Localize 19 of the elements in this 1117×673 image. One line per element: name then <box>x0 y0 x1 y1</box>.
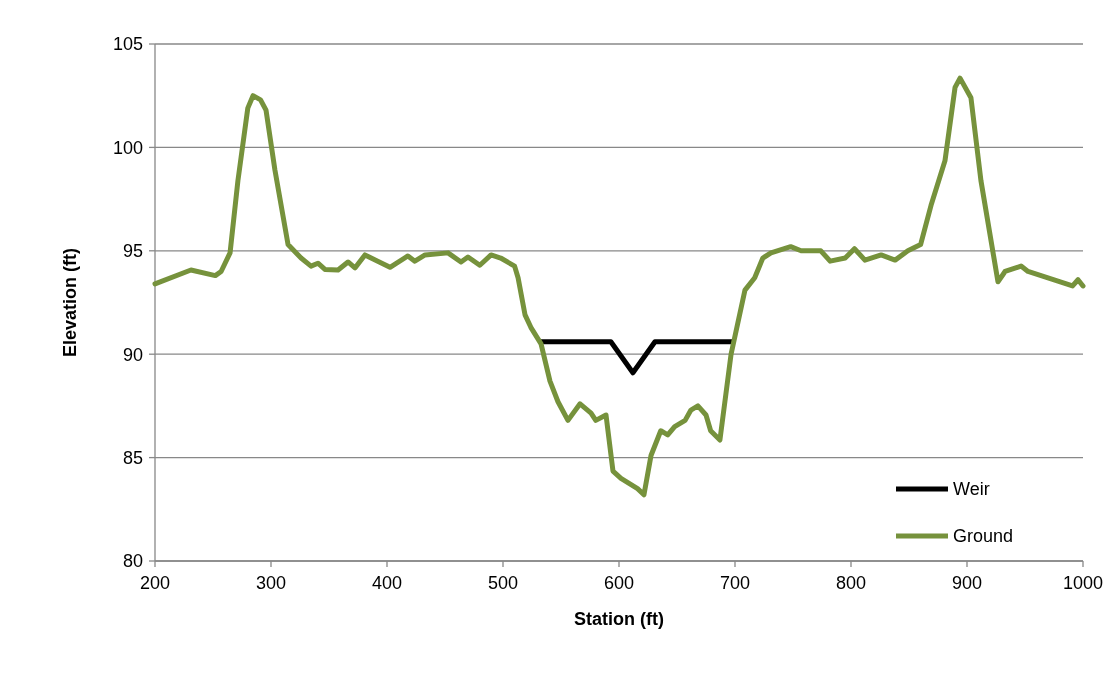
x-tick-label: 800 <box>835 573 867 593</box>
x-tick-label: 200 <box>139 573 171 593</box>
x-tick-label: 600 <box>603 573 635 593</box>
x-tick-label: 400 <box>371 573 403 593</box>
y-tick-label: 85 <box>122 447 143 468</box>
y-tick-label: 100 <box>112 137 143 158</box>
x-axis-title: Station (ft) <box>574 609 664 629</box>
y-tick-label: 95 <box>122 241 143 262</box>
x-tick-label: 900 <box>951 573 983 593</box>
y-tick-label: 90 <box>122 344 143 365</box>
y-axis-title: Elevation (ft) <box>60 247 80 358</box>
x-tick-label: 1000 <box>1062 573 1104 593</box>
x-tick-label: 500 <box>487 573 519 593</box>
y-tick-label: 80 <box>122 551 143 572</box>
legend-label: Weir <box>953 479 990 500</box>
x-tick-label: 300 <box>255 573 287 593</box>
y-tick-label: 105 <box>112 34 143 55</box>
legend-label: Ground <box>953 526 1014 547</box>
x-tick-label: 700 <box>719 573 751 593</box>
